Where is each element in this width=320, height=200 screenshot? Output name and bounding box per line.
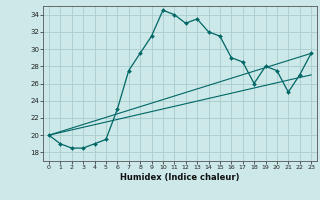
X-axis label: Humidex (Indice chaleur): Humidex (Indice chaleur) (120, 173, 240, 182)
